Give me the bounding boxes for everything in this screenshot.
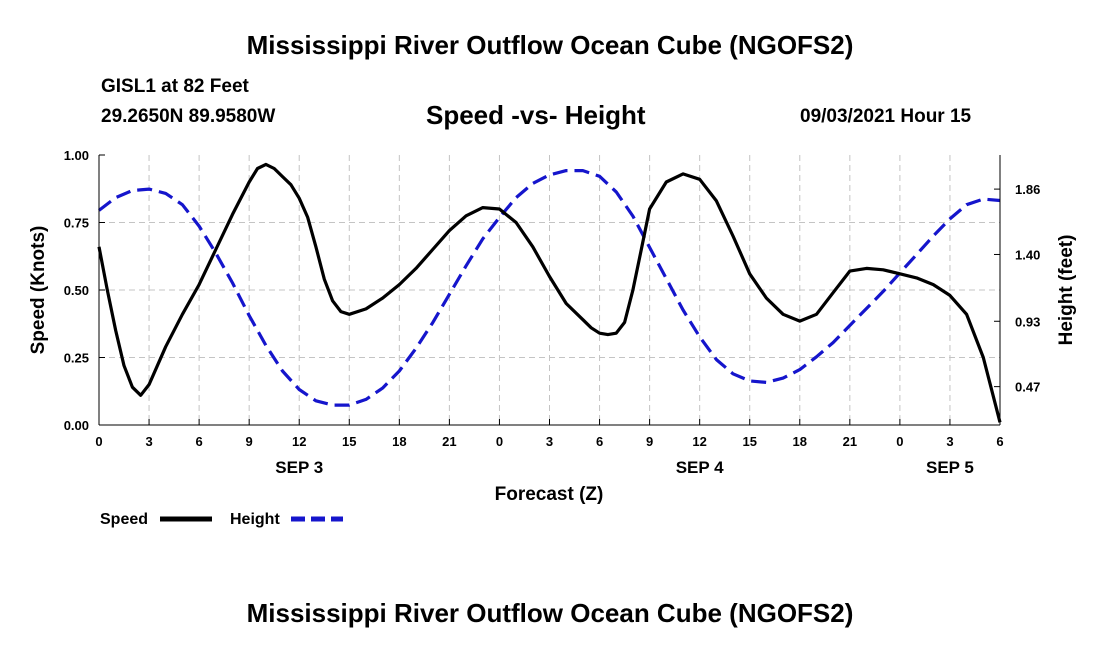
y2-tick-label: 1.40 bbox=[1015, 247, 1040, 262]
y-axis-label-left: Speed (Knots) bbox=[28, 226, 49, 355]
footer-title: Mississippi River Outflow Ocean Cube (NG… bbox=[246, 598, 854, 628]
x-tick-label: 0 bbox=[95, 434, 102, 449]
y2-tick-label: 0.47 bbox=[1015, 380, 1040, 395]
height-series-line bbox=[98, 169, 1001, 407]
legend: Speed Height bbox=[100, 511, 343, 528]
x-tick-label: 6 bbox=[996, 434, 1003, 449]
x-tick-label: 9 bbox=[246, 434, 253, 449]
x-tick-label: 0 bbox=[896, 434, 903, 449]
x-tick-label: 21 bbox=[843, 434, 857, 449]
y-axis-label-right: Height (feet) bbox=[1056, 235, 1077, 346]
chart-title: Speed -vs- Height bbox=[426, 100, 646, 130]
tick-labels-layer: 0 3 6 9 12 15 18 21 0 3 6 9 12 15 18 21 0 3 6 0.00 0.25 0.50 0… bbox=[64, 148, 1041, 477]
x-tick-label: 12 bbox=[692, 434, 706, 449]
forecast-datetime: 09/03/2021 Hour 15 bbox=[800, 106, 972, 127]
station-coordinates: 29.2650N 89.9580W bbox=[101, 106, 276, 127]
x-axis-label: Forecast (Z) bbox=[495, 484, 604, 505]
day-label: SEP 5 bbox=[926, 458, 974, 477]
speed-series-line bbox=[97, 162, 1002, 423]
x-tick-label: 21 bbox=[442, 434, 456, 449]
y-tick-label: 1.00 bbox=[64, 148, 89, 163]
x-tick-label: 18 bbox=[793, 434, 807, 449]
x-tick-label: 15 bbox=[742, 434, 756, 449]
x-tick-label: 6 bbox=[596, 434, 603, 449]
grid-lines bbox=[99, 155, 1000, 425]
x-tick-label: 6 bbox=[195, 434, 202, 449]
y2-tick-label: 1.86 bbox=[1015, 182, 1040, 197]
x-tick-label: 0 bbox=[496, 434, 503, 449]
x-tick-label: 12 bbox=[292, 434, 306, 449]
series-layer bbox=[97, 162, 1002, 423]
y-tick-label: 0.25 bbox=[64, 351, 89, 366]
x-tick-label: 3 bbox=[546, 434, 553, 449]
y-tick-label: 0.50 bbox=[64, 283, 89, 298]
y-tick-label: 0.00 bbox=[64, 418, 89, 433]
y-tick-label: 0.75 bbox=[64, 216, 89, 231]
x-tick-label: 3 bbox=[946, 434, 953, 449]
y2-tick-label: 0.93 bbox=[1015, 314, 1040, 329]
x-tick-label: 3 bbox=[145, 434, 152, 449]
day-label: SEP 4 bbox=[676, 458, 724, 477]
x-tick-label: 9 bbox=[646, 434, 653, 449]
day-label: SEP 3 bbox=[275, 458, 323, 477]
x-tick-label: 18 bbox=[392, 434, 406, 449]
axes-layer bbox=[98, 154, 1001, 426]
legend-label-height: Height bbox=[230, 511, 280, 528]
station-label: GISL1 at 82 Feet bbox=[101, 76, 249, 97]
x-tick-label: 15 bbox=[342, 434, 356, 449]
legend-label-speed: Speed bbox=[100, 511, 148, 528]
page-title: Mississippi River Outflow Ocean Cube (NG… bbox=[246, 30, 854, 60]
